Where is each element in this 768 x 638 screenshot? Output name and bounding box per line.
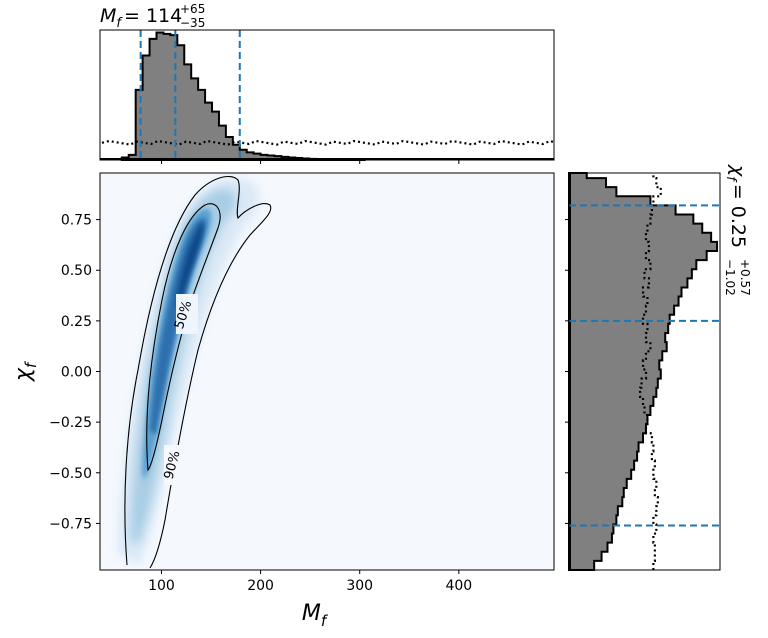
chi-histogram-bars [568, 172, 719, 571]
top-title-lower: −35 [180, 16, 205, 30]
ytick-label-6: −0.75 [49, 516, 92, 532]
chi-posterior-step [568, 172, 719, 571]
ytick-label-5: −0.50 [49, 466, 92, 482]
right-panel-ticks [565, 219, 569, 524]
right-title-lower: −1.02 [723, 259, 737, 296]
top-title-upper: +65 [180, 2, 205, 16]
xtick-label-2: 300 [346, 578, 373, 594]
contour-label-90-bg [164, 445, 186, 485]
density-heatmap [118, 176, 272, 569]
top-histogram-panel: Mf = 114 +65 −35 [99, 2, 555, 164]
svg-text:χf= 0.25: χf= 0.25 [723, 164, 749, 248]
contour-50 [146, 203, 221, 472]
ytick-label-0: 0.75 [61, 213, 92, 229]
top-panel-frame [99, 29, 555, 161]
mf-posterior-fill [121, 32, 365, 160]
ytick-label-1: 0.50 [61, 263, 92, 279]
top-title-value: 114 [146, 5, 182, 27]
ytick-label-4: −0.25 [49, 415, 92, 431]
contour-90 [124, 176, 272, 569]
right-histogram-panel: χf= 0.25 +0.57 −1.02 [565, 164, 752, 571]
top-panel-ticks [160, 160, 460, 164]
mf-histogram-bars [100, 31, 555, 161]
top-title-symbol: M [100, 5, 116, 27]
right-title: χf= 0.25 +0.57 −1.02 [723, 164, 752, 296]
right-title-upper: +0.57 [738, 259, 752, 296]
main-panel-ticks: 100 200 300 400 0.75 0.50 0.25 0.00 −0.25 −0.50 −0… [49, 213, 472, 594]
density-level-4 [150, 218, 206, 435]
xtick-label-1: 200 [247, 578, 274, 594]
chi-quantile-lines [569, 204, 720, 527]
xtick-label-3: 400 [445, 578, 472, 594]
chi-prior-step [638, 173, 662, 570]
chi-posterior-fill [569, 173, 718, 570]
xtick-label-0: 100 [148, 578, 175, 594]
top-title-eq: = [124, 5, 146, 27]
ytick-label-2: 0.25 [61, 314, 92, 330]
top-title: Mf = 114 [100, 5, 182, 31]
density-level-2 [130, 188, 237, 545]
contour-label-50-bg [176, 294, 198, 334]
y-axis-label: χf [11, 360, 40, 382]
x-axis-label: Mf [302, 601, 329, 630]
ytick-label-3: 0.00 [61, 365, 92, 381]
contour-label-90: 90% [162, 449, 184, 481]
top-title-sub: f [116, 16, 123, 31]
density-peak [176, 222, 204, 312]
main-2d-panel: 50% 90% 100 200 300 4000.750.500.250.00−0.2… [11, 172, 555, 630]
mf-prior-step [101, 139, 555, 146]
